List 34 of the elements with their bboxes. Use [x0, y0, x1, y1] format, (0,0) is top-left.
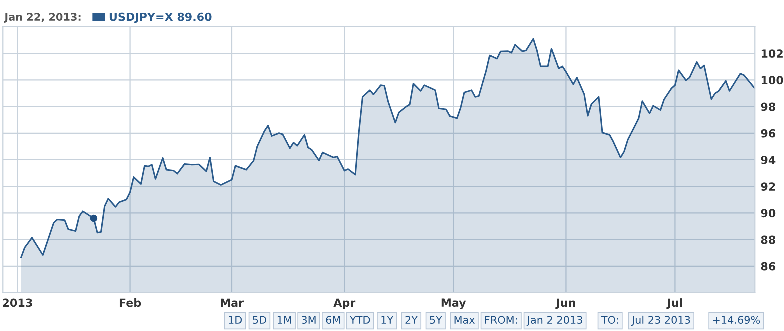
text: 3M	[302, 316, 316, 324]
x-tick-label: Apr	[334, 298, 356, 310]
x-tick-label: Feb	[120, 298, 142, 308]
text: 5Y	[430, 316, 442, 324]
text: Jul 23 2013	[631, 316, 690, 326]
text: YTD	[350, 316, 370, 324]
text: TO:	[601, 316, 618, 324]
y-tick-label: 94	[761, 156, 776, 164]
y-tick-label: 86	[761, 262, 776, 271]
text: 2Y	[406, 316, 418, 324]
text: FROM:	[485, 316, 518, 324]
text: 89.60	[178, 12, 212, 22]
y-tick-label: 100	[762, 76, 784, 85]
text: 1Y	[382, 316, 394, 324]
text: +14.69%	[713, 316, 760, 324]
text: 1D	[229, 316, 242, 324]
x-tick-label: 2013	[3, 298, 32, 308]
x-tick-label: Jul	[666, 298, 682, 310]
x-tick-label: May	[442, 298, 466, 310]
y-tick-label: 98	[761, 102, 776, 112]
y-tick-label: 96	[761, 129, 776, 138]
legend-label: USDJPY=X	[110, 12, 174, 24]
y-tick-label: 90	[761, 209, 776, 218]
text: 5D	[253, 316, 266, 324]
y-tick-label: 102	[762, 50, 783, 58]
x-tick-label: Jun	[556, 298, 576, 310]
y-tick-label: 92	[761, 182, 776, 191]
y-tick-label: 88	[761, 236, 776, 244]
text: 6M	[326, 316, 340, 324]
text: 1M	[278, 316, 292, 324]
text: Max	[454, 316, 475, 324]
text: Jan 2 2013	[526, 316, 582, 326]
x-tick-label: Mar	[221, 298, 244, 308]
text: Jan 22, 2013:	[4, 13, 81, 23]
